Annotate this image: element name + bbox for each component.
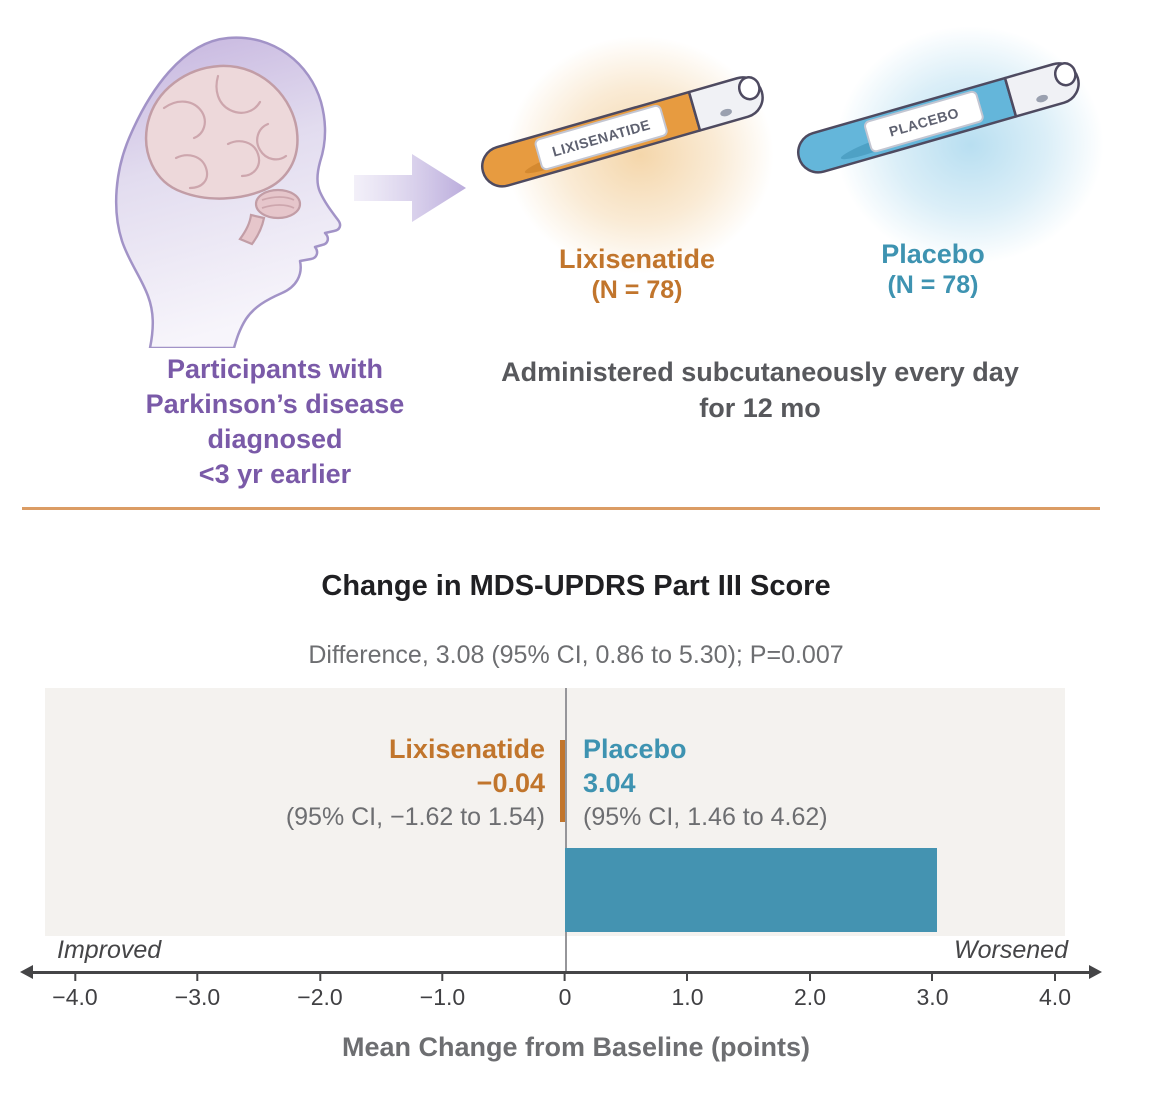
tick-mark (686, 972, 689, 981)
arrow-right-icon (354, 154, 466, 222)
tick-label: 1.0 (671, 984, 704, 1010)
pen-cap-slot (1036, 94, 1048, 103)
chart-title: Change in MDS-UPDRS Part III Score (321, 570, 831, 602)
placebo-value: 3.04 (583, 768, 636, 798)
placebo-arm-n: (N = 78) (887, 271, 979, 299)
x-axis-line (20, 965, 1102, 979)
x-tick: −3.0 (175, 972, 220, 1011)
administration-caption-line: for 12 mo (699, 393, 821, 423)
x-tick: 1.0 (671, 972, 704, 1011)
participants-caption-line: <3 yr earlier (198, 459, 352, 489)
tick-label: −1.0 (419, 984, 466, 1010)
tick-label: −3.0 (174, 984, 221, 1010)
worsened-annotation: Worsened (954, 936, 1068, 964)
lixisenatide-label: Lixisenatide (388, 734, 545, 764)
placebo-pen-illustration: PLACEBO (781, 39, 1103, 201)
chart-subtitle: Difference, 3.08 (95% CI, 0.86 to 5.30);… (308, 641, 844, 669)
placebo-arm-label: Placebo (N = 78) (783, 238, 1083, 300)
brain-gyri-lines (162, 74, 288, 190)
tick-label: −4.0 (52, 984, 98, 1010)
plot-area: Lixisenatide −0.04 (95% CI, −1.62 to 1.5… (45, 688, 1065, 974)
tick-mark (563, 972, 566, 981)
x-tick: −4.0 (52, 972, 98, 1011)
lixisenatide-pen-illustration: LIXISENATIDE (465, 53, 787, 215)
brainstem (238, 213, 266, 246)
tick-label: 3.0 (916, 984, 949, 1010)
tick-mark (1053, 972, 1056, 981)
pen-cap-slot (720, 108, 732, 117)
x-axis-ticks: −4.0 −3.0 −2.0 −1.0 0 1.0 2.0 3.0 (45, 972, 1071, 1022)
x-tick: 0 (558, 972, 572, 1011)
tick-label: −2.0 (297, 984, 343, 1010)
tick-mark (196, 972, 199, 981)
participants-caption-line: Parkinson’s disease diagnosed (145, 389, 405, 454)
improved-annotation: Improved (57, 936, 162, 964)
participants-caption-line: Participants with (166, 354, 384, 384)
lixisenatide-labels: Lixisenatide −0.04 (95% CI, −1.62 to 1.5… (45, 732, 545, 834)
placebo-bar (565, 848, 938, 932)
x-tick: 3.0 (916, 972, 949, 1011)
placebo-arm-name: Placebo (881, 239, 985, 269)
x-axis-title: Mean Change from Baseline (points) (341, 1032, 811, 1062)
axis-arrow-right-icon (1089, 965, 1102, 979)
pen-cap-button (1053, 62, 1077, 87)
cerebellum-lines (261, 196, 295, 209)
tick-mark (931, 972, 934, 981)
lixisenatide-bar (560, 740, 565, 822)
pen-label-window (534, 104, 668, 171)
lixisenatide-value: −0.04 (476, 768, 545, 798)
x-tick: −1.0 (420, 972, 465, 1011)
lixisenatide-arm-label: Lixisenatide (N = 78) (487, 243, 787, 305)
administration-caption-line: Administered subcutaneously every day (501, 357, 1019, 387)
placebo-labels: Placebo 3.04 (95% CI, 1.46 to 4.62) (583, 732, 1013, 834)
tick-mark (74, 972, 76, 981)
pen-cap-button (737, 76, 761, 101)
tick-label: 4.0 (1039, 984, 1071, 1010)
zero-line (565, 688, 567, 974)
participants-caption: Participants with Parkinson’s disease di… (85, 352, 465, 492)
x-tick: 4.0 (1039, 972, 1071, 1011)
lixisenatide-arm-name: Lixisenatide (558, 244, 716, 274)
x-tick: 2.0 (794, 972, 826, 1011)
brain-head-illustration (114, 36, 342, 348)
lixisenatide-ci: (95% CI, −1.62 to 1.54) (285, 803, 545, 831)
section-divider (22, 507, 1100, 510)
tick-label: 0 (558, 984, 572, 1010)
brain (144, 64, 299, 200)
placebo-label: Placebo (583, 734, 687, 764)
axis-arrow-left-icon (20, 965, 33, 979)
tick-mark (441, 972, 444, 981)
placebo-ci: (95% CI, 1.46 to 4.62) (583, 803, 828, 831)
pen-label-window (864, 90, 984, 153)
tick-mark (319, 972, 321, 981)
tick-label: 2.0 (794, 984, 826, 1010)
lixisenatide-arm-n: (N = 78) (591, 276, 683, 304)
tick-mark (808, 972, 811, 981)
x-tick: −2.0 (297, 972, 343, 1011)
administration-caption: Administered subcutaneously every day fo… (460, 354, 1060, 426)
